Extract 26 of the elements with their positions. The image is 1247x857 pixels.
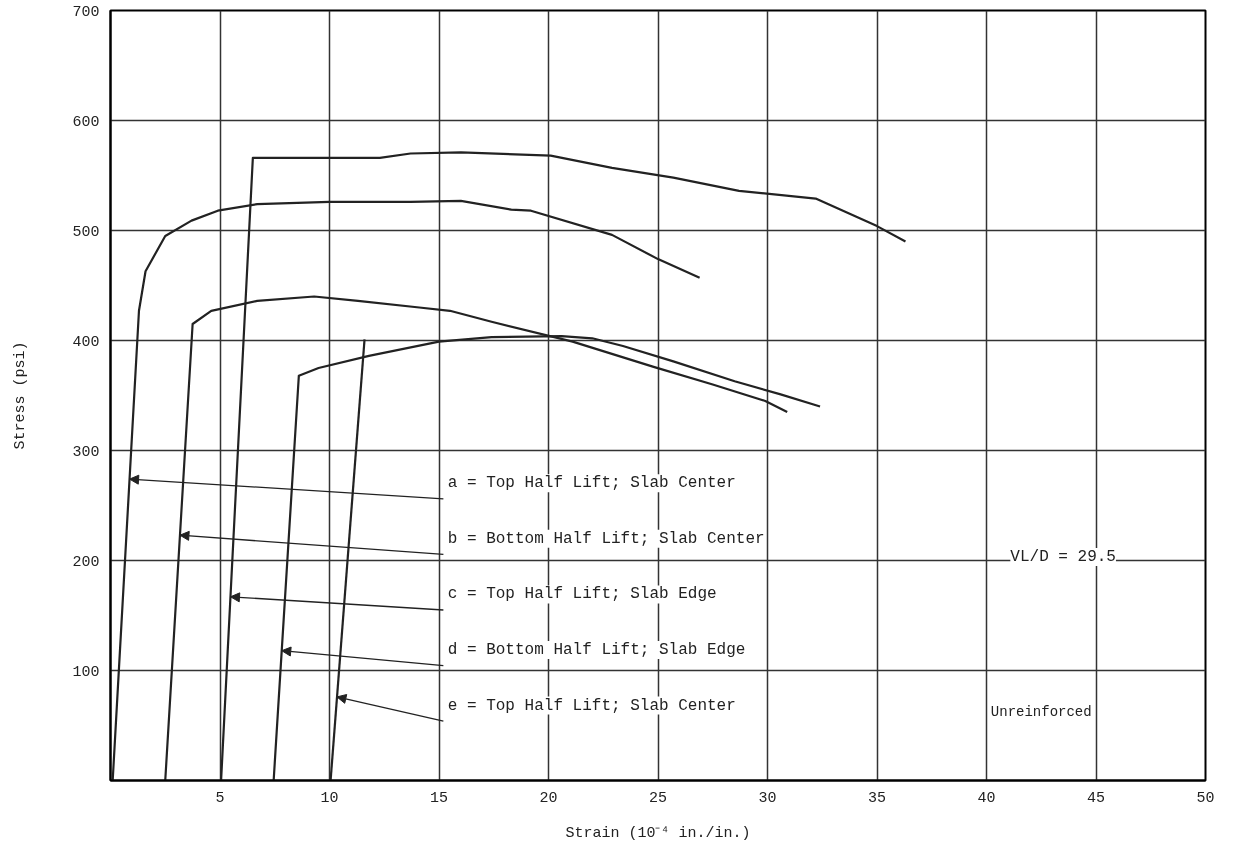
annotation: d = Bottom Half Lift; Slab Edge (447, 640, 746, 659)
annotation: Unreinforced (990, 704, 1092, 720)
y-tick-label: 400 (72, 333, 100, 351)
x-tick-label: 15 (430, 789, 449, 807)
x-tick-label: 40 (977, 789, 996, 807)
y-tick-label: 500 (72, 223, 100, 241)
y-tick-label: 100 (72, 663, 100, 681)
annotation: VL/D = 29.5 (1010, 548, 1116, 566)
y-tick-label: 300 (72, 443, 100, 461)
annotation: c = Top Half Lift; Slab Edge (447, 585, 717, 604)
y-tick-label: 200 (72, 553, 100, 571)
x-tick-label: 20 (539, 789, 558, 807)
x-axis-title: Strain (10⁻⁴ in./in.) (565, 824, 751, 842)
annotation: a = Top Half Lift; Slab Center (447, 474, 736, 493)
y-tick-label: 700 (72, 3, 100, 21)
x-tick-label: 50 (1196, 789, 1215, 807)
x-tick-label: 5 (215, 789, 225, 807)
y-tick-label: 600 (72, 113, 100, 131)
x-tick-label: 25 (649, 789, 668, 807)
x-tick-label: 45 (1087, 789, 1106, 807)
y-axis-title: Stress (psi) (12, 341, 30, 450)
x-tick-label: 30 (758, 789, 777, 807)
x-tick-label: 10 (320, 789, 339, 807)
x-tick-label: 35 (868, 789, 887, 807)
annotation: b = Bottom Half Lift; Slab Center (447, 529, 765, 548)
annotation: e = Top Half Lift; Slab Center (447, 696, 736, 715)
